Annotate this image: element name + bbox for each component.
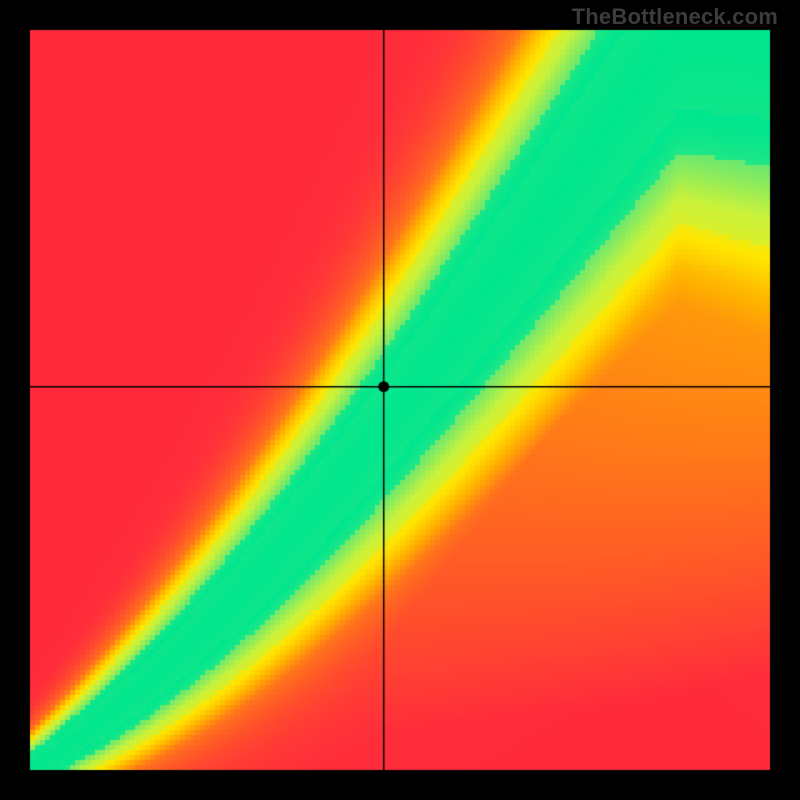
chart-container: TheBottleneck.com — [0, 0, 800, 800]
heatmap-canvas — [0, 0, 800, 800]
watermark-text: TheBottleneck.com — [572, 4, 778, 30]
